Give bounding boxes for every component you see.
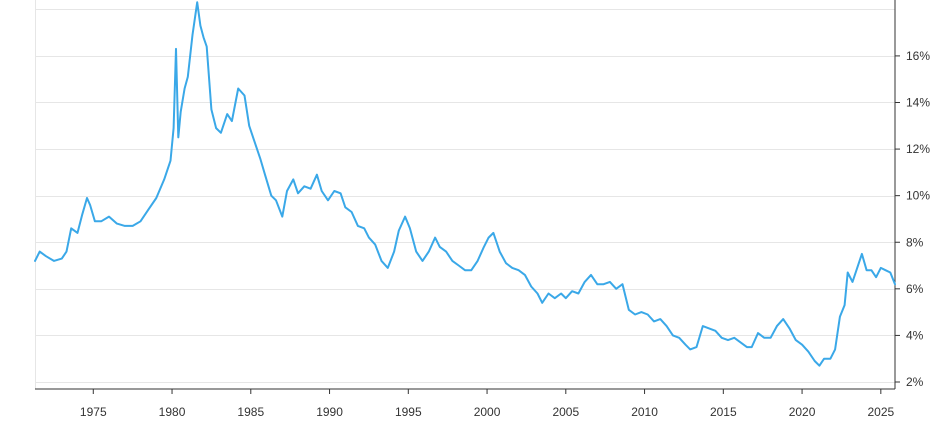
y-tick-label: 8%	[906, 235, 924, 249]
x-axis-ticks: 1975 1980 1985 1990 1995 2000 2005 2010 2015 2020…	[80, 389, 894, 419]
y-tick-label: 16%	[906, 49, 930, 63]
x-tick-label: 1975	[80, 405, 107, 419]
x-tick-label: 2010	[631, 405, 658, 419]
y-tick-label: 12%	[906, 142, 930, 156]
rate-series-line	[34, 1, 896, 367]
x-tick-label: 2000	[474, 405, 501, 419]
x-tick-label: 1985	[237, 405, 264, 419]
x-tick-label: 1990	[316, 405, 343, 419]
x-tick-label: 1995	[395, 405, 422, 419]
y-axis-ticks: 2% 4% 6% 8% 10% 12% 14% 16%	[895, 49, 930, 389]
y-tick-label: 10%	[906, 189, 930, 203]
x-tick-label: 2025	[867, 405, 894, 419]
x-tick-label: 2020	[789, 405, 816, 419]
gridlines	[35, 0, 895, 389]
y-tick-label: 2%	[906, 375, 924, 389]
y-tick-label: 6%	[906, 282, 924, 296]
x-tick-label: 2005	[552, 405, 579, 419]
y-tick-label: 4%	[906, 328, 924, 342]
x-tick-label: 2015	[710, 405, 737, 419]
x-tick-label: 1980	[159, 405, 186, 419]
y-tick-label: 14%	[906, 95, 930, 109]
